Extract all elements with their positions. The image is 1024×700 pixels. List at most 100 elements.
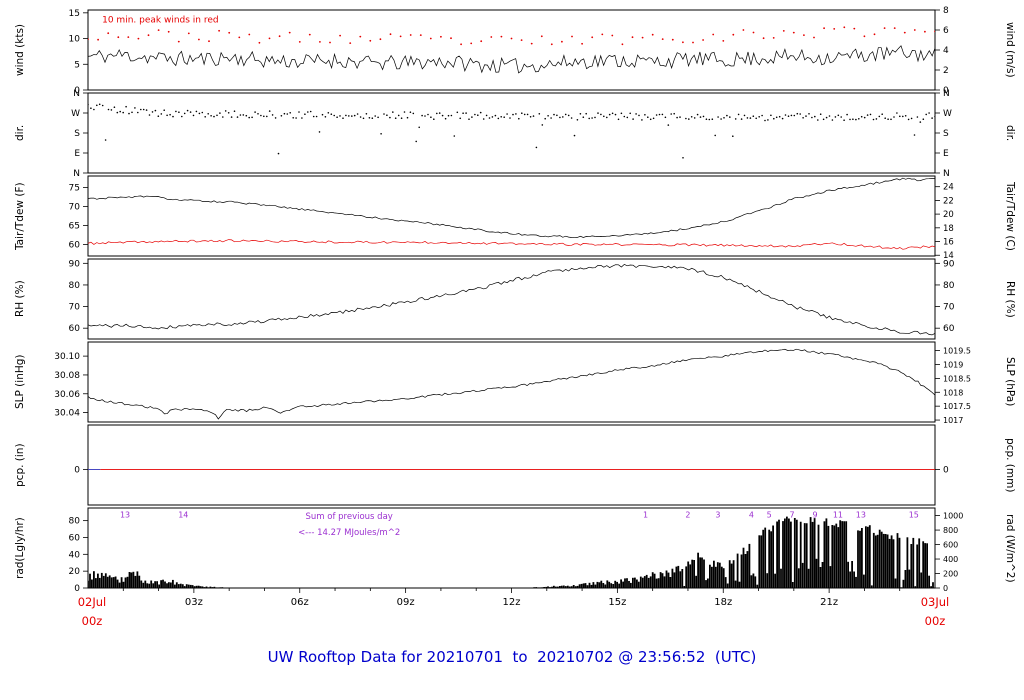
y-axis-label-left-wind: wind (kts) [14, 23, 26, 77]
svg-text:18: 18 [943, 224, 954, 234]
panel-border-rh [87, 258, 936, 340]
svg-text:70: 70 [943, 303, 955, 313]
svg-text:0: 0 [74, 86, 80, 96]
svg-text:10: 10 [69, 35, 81, 45]
svg-text:5: 5 [74, 60, 80, 70]
x-tick-label-18z: 18z [714, 597, 732, 608]
annotation-rad-1: <--- 14.27 MJoules/m^2 [298, 528, 400, 538]
x-axis-end-label-hour: 00z [925, 614, 946, 628]
y-axis-label-left-temp: Tair/Tdew (F) [14, 182, 26, 250]
svg-text:1017: 1017 [943, 416, 963, 425]
y-axis-label-right-dir: dir. [1004, 124, 1016, 142]
svg-text:80: 80 [69, 281, 81, 291]
svg-text:15: 15 [69, 9, 80, 19]
panel-temp: 60 65 70 75 14 16 18 20 22 24 [69, 175, 954, 261]
svg-text:24: 24 [943, 183, 954, 193]
svg-text:2: 2 [943, 66, 949, 76]
annotation-rad-10: 9 [812, 510, 817, 519]
y-axis-label-right-rh: RH (%) [1004, 280, 1016, 318]
annotation-rad-13: 15 [909, 510, 919, 519]
svg-text:0: 0 [943, 465, 949, 475]
x-axis-start-label-hour: 00z [82, 614, 103, 628]
svg-text:30.10: 30.10 [54, 352, 80, 362]
svg-text:0: 0 [74, 584, 80, 594]
svg-text:60: 60 [69, 533, 81, 543]
svg-text:70: 70 [69, 202, 81, 212]
x-tick-label-21z: 21z [820, 597, 838, 608]
svg-text:E: E [74, 149, 80, 159]
annotation-rad-12: 13 [856, 510, 866, 519]
svg-text:75: 75 [69, 183, 80, 193]
svg-text:70: 70 [69, 303, 81, 313]
panel-slp: 30.04 30.06 30.08 30.10 1017 1017.5 1018 1018.5… [54, 341, 971, 425]
svg-text:S: S [74, 129, 80, 139]
svg-text:60: 60 [69, 241, 81, 251]
svg-text:30.06: 30.06 [54, 390, 80, 400]
svg-text:200: 200 [943, 570, 958, 579]
svg-text:S: S [943, 129, 949, 139]
y-axis-label-right-slp: SLP (hPa) [1004, 357, 1016, 407]
annotation-rad-2: 13 [120, 510, 130, 519]
panel-border-temp [87, 175, 936, 257]
x-tick-label-03z: 03z [185, 597, 203, 608]
svg-text:1018: 1018 [943, 388, 963, 397]
svg-text:16: 16 [943, 238, 954, 248]
annotation-rad-8: 5 [767, 510, 772, 519]
annotation-rad-3: 14 [178, 510, 188, 519]
svg-text:90: 90 [69, 259, 81, 269]
svg-text:1000: 1000 [943, 512, 963, 521]
svg-text:4: 4 [943, 46, 949, 56]
svg-text:22: 22 [943, 196, 954, 206]
axis-right-rad: 0 200 400 600 800 1000 [935, 512, 963, 593]
series-wind-speed-kts [88, 45, 935, 74]
annotation-rad-7: 4 [749, 510, 754, 519]
svg-text:20: 20 [943, 210, 954, 220]
svg-text:800: 800 [943, 526, 958, 535]
y-axis-label-right-rad: rad (W/m^2) [1004, 513, 1016, 583]
x-tick-label-09z: 09z [397, 597, 415, 608]
figure-title: UW Rooftop Data for 20210701 to 20210702… [267, 648, 757, 666]
svg-text:30.08: 30.08 [54, 371, 80, 381]
axis-left-slp: 30.04 30.06 30.08 30.10 [54, 352, 88, 419]
svg-text:65: 65 [69, 222, 80, 232]
x-tick-label-06z: 06z [291, 597, 309, 608]
svg-text:20: 20 [69, 567, 81, 577]
axis-left-pcp: 0 [74, 465, 88, 475]
x-tick-label-12z: 12z [503, 597, 521, 608]
x-axis: 03z 06z 09z 12z 15z 18z 21z 02Jul 00z 03Jul 00z [78, 588, 949, 628]
axis-left-wind: 0 5 10 15 [69, 9, 88, 96]
series-dew-point-F [88, 239, 935, 250]
annotation-rad-11: 11 [833, 510, 843, 519]
svg-text:N: N [73, 169, 80, 179]
svg-text:1017.5: 1017.5 [943, 402, 971, 411]
series-peak-wind-kts [88, 26, 935, 46]
series-relative-humidity-pct [88, 263, 935, 336]
axis-left-temp: 60 65 70 75 [69, 183, 88, 251]
axis-left-rad: 0 20 40 60 80 [69, 517, 88, 594]
axis-right-pcp: 0 [935, 465, 949, 475]
panel-wind: 0 5 10 15 0 2 4 6 8 10 min. peak winds in red [69, 6, 949, 96]
axis-right-rh: 60 70 80 90 [935, 259, 955, 334]
svg-text:14: 14 [943, 251, 954, 261]
svg-text:W: W [943, 109, 952, 119]
svg-text:60: 60 [943, 324, 955, 334]
svg-text:60: 60 [69, 324, 81, 334]
annotation-rad-5: 2 [685, 510, 690, 519]
y-axis-label-left-slp: SLP (inHg) [14, 354, 26, 410]
annotation-rad-0: Sum of previous day [305, 512, 392, 522]
annotation-wind-0: 10 min. peak winds in red [102, 16, 219, 26]
svg-text:E: E [943, 149, 949, 159]
svg-text:W: W [71, 109, 80, 119]
svg-text:0: 0 [943, 86, 949, 96]
svg-text:80: 80 [69, 517, 81, 527]
axis-right-temp: 14 16 18 20 22 24 [935, 183, 954, 261]
svg-text:N: N [943, 89, 950, 99]
axis-right-wind: 0 2 4 6 8 [935, 6, 949, 96]
axis-left-rh: 60 70 80 90 [69, 259, 88, 334]
